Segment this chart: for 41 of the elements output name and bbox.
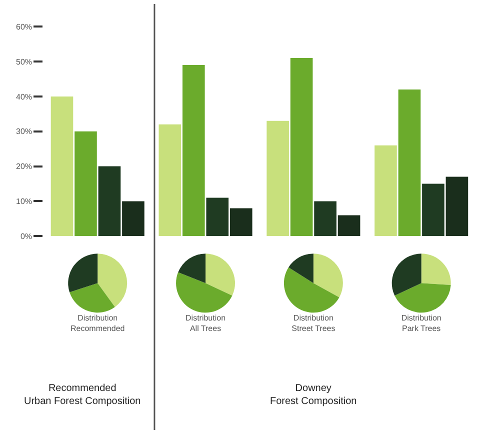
y-tick-label: 20%: [16, 162, 32, 172]
y-tick-label: 50%: [16, 57, 32, 66]
bar: [446, 176, 468, 236]
pie-slice: [68, 254, 98, 292]
y-tick-label: 10%: [16, 197, 32, 206]
text: Distribution All Trees: [186, 314, 226, 334]
pie-slice: [421, 254, 451, 285]
text: Distribution Recommended: [70, 314, 125, 334]
text: Distribution Street Trees: [292, 314, 336, 334]
bar: [182, 65, 205, 236]
pie-slice: [206, 254, 235, 296]
pie-slice: [284, 267, 340, 313]
y-tick-label: 0%: [20, 232, 32, 241]
bar: [98, 166, 121, 236]
bar: [314, 201, 336, 236]
bar: [266, 120, 289, 236]
pie-slice: [288, 254, 314, 284]
text: Recommended Urban Forest Composition: [24, 383, 141, 407]
bar: [374, 145, 397, 236]
pie-slice: [176, 272, 232, 313]
bar: [158, 124, 182, 236]
bar: [422, 184, 444, 236]
pie-slice: [70, 283, 115, 313]
y-tick-label: 30%: [16, 127, 32, 136]
pie-slice: [394, 283, 451, 313]
bar: [74, 131, 97, 236]
pie-slice: [313, 254, 343, 298]
text: Distribution Park Trees: [401, 314, 442, 334]
pie-slice: [98, 254, 128, 307]
bar: [50, 96, 74, 236]
bar: [122, 201, 144, 236]
bar: [398, 89, 421, 236]
text: Downey Forest Composition: [270, 383, 357, 407]
pie-slice: [392, 254, 422, 296]
bar: [230, 208, 252, 236]
bar: [206, 198, 229, 236]
bar: [290, 58, 313, 236]
y-tick-label: 60%: [16, 22, 32, 32]
bar: [338, 215, 360, 236]
y-tick-label: 40%: [16, 92, 32, 102]
pie-slice: [178, 254, 206, 284]
